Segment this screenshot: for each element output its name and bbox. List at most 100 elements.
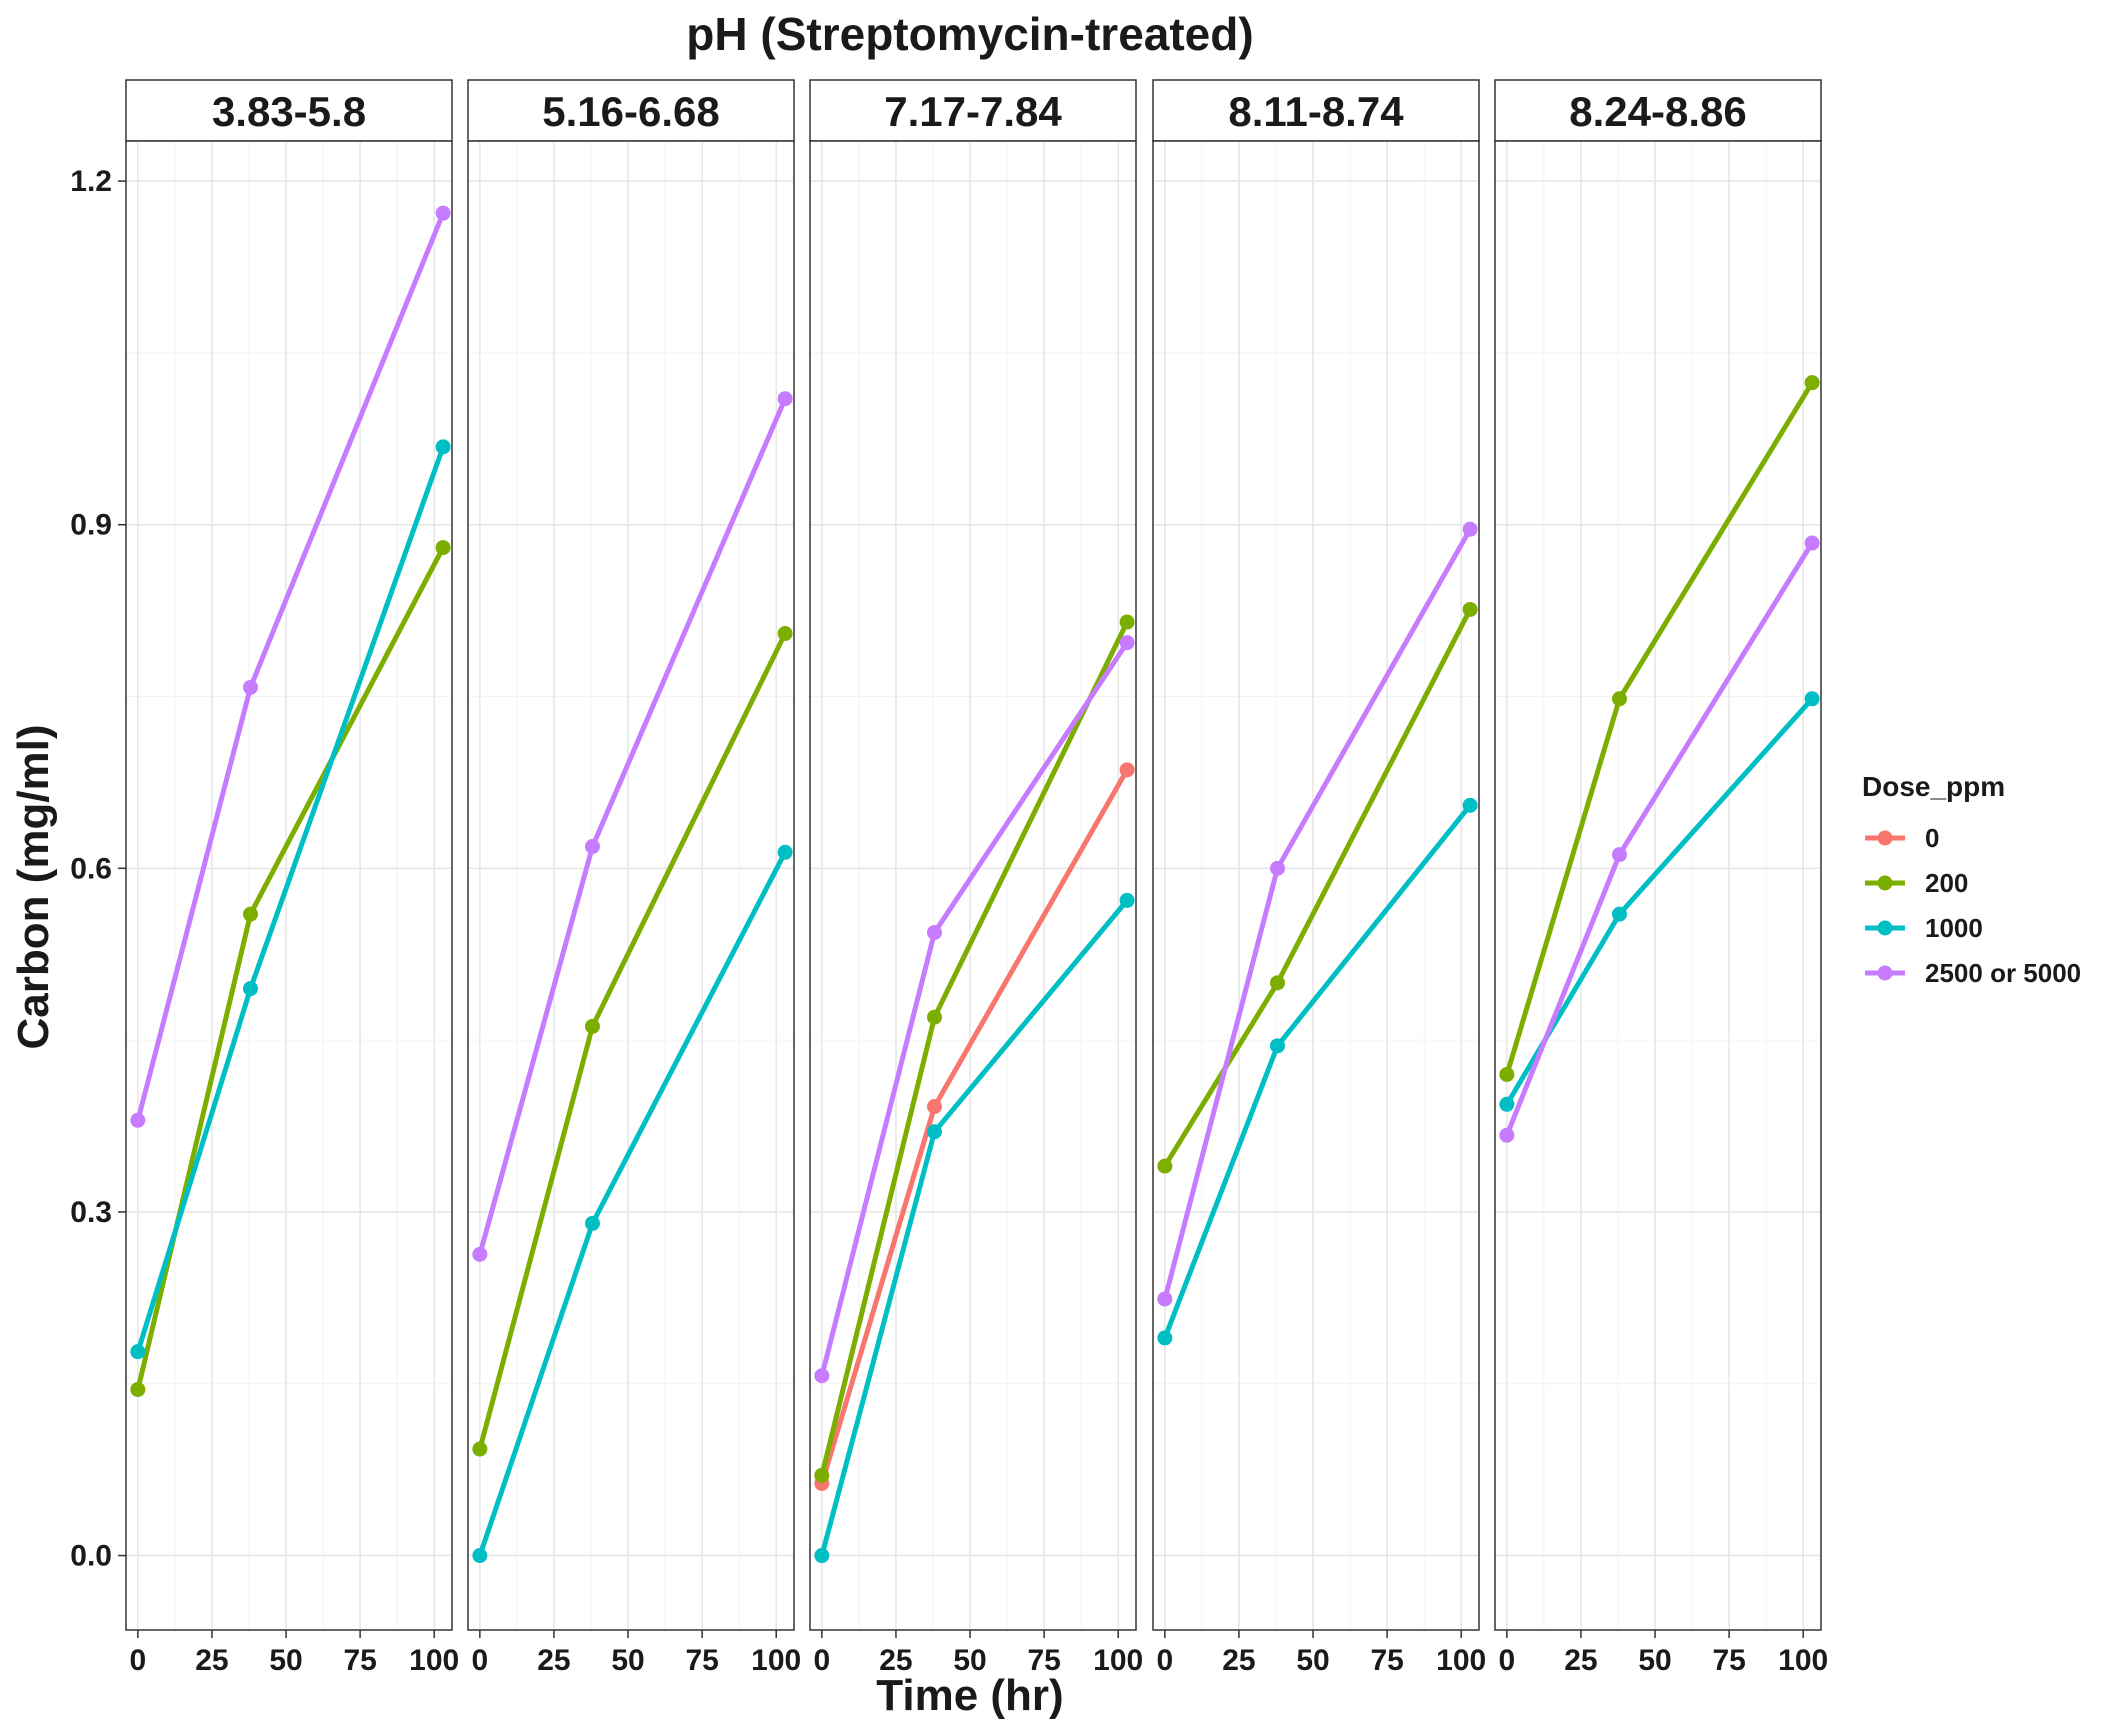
x-tick-label: 25 <box>1564 1644 1597 1677</box>
x-tick-label: 50 <box>269 1644 302 1677</box>
legend-item: 2500 or 5000 <box>1865 958 2081 988</box>
y-axis-title: Carbon (mg/ml) <box>9 724 58 1049</box>
y-tick-label: 0.3 <box>70 1196 112 1229</box>
data-point <box>472 1246 488 1262</box>
data-point <box>584 1215 600 1231</box>
data-point <box>242 906 258 922</box>
data-point <box>1269 975 1285 991</box>
panel-border <box>125 140 453 1631</box>
data-point <box>1804 535 1820 551</box>
y-axis: 0.0 0.3 0.6 0.9 1.2 <box>70 165 126 1573</box>
data-point <box>777 626 793 642</box>
data-point <box>130 1112 146 1128</box>
data-point <box>242 981 258 997</box>
legend-key-point <box>1877 875 1893 891</box>
legend: Dose_ppm 0 200 1000 2500 or 5000 <box>1862 771 2081 988</box>
data-point <box>1119 635 1135 651</box>
legend-key-point <box>1877 920 1893 936</box>
legend-label: 200 <box>1925 868 1968 898</box>
facet-strip-label: 7.17-7.84 <box>884 88 1062 135</box>
facet-panel-4: 8.11-8.74 0 25 50 75 100 <box>1152 79 1486 1677</box>
data-point <box>584 1018 600 1034</box>
data-point <box>242 679 258 695</box>
data-point <box>1611 906 1627 922</box>
x-tick-label: 100 <box>1436 1644 1486 1677</box>
data-point <box>1157 1291 1173 1307</box>
legend-title: Dose_ppm <box>1862 771 2005 802</box>
data-point <box>1462 601 1478 617</box>
data-point <box>435 205 451 221</box>
data-point <box>1462 521 1478 537</box>
x-tick-label: 100 <box>1778 1644 1828 1677</box>
data-point <box>814 1548 830 1564</box>
x-tick-label: 0 <box>130 1644 147 1677</box>
data-point <box>472 1441 488 1457</box>
panel-border <box>809 140 1137 1631</box>
y-tick-label: 1.2 <box>70 165 112 198</box>
data-point <box>926 1124 942 1140</box>
data-point <box>435 540 451 556</box>
data-point <box>1804 691 1820 707</box>
x-tick-label: 75 <box>685 1644 718 1677</box>
data-point <box>1269 1038 1285 1054</box>
facet-strip-label: 8.11-8.74 <box>1228 88 1404 135</box>
data-point <box>1157 1330 1173 1346</box>
data-point <box>926 1099 942 1115</box>
data-point <box>1269 860 1285 876</box>
data-point <box>1119 892 1135 908</box>
y-tick-label: 0.9 <box>70 509 112 542</box>
facet-panel-3: 7.17-7.84 0 25 50 75 100 <box>809 79 1143 1677</box>
legend-item: 0 <box>1865 823 1939 853</box>
data-point <box>1119 762 1135 778</box>
x-tick-label: 100 <box>409 1644 459 1677</box>
x-tick-label: 0 <box>472 1644 489 1677</box>
data-point <box>472 1548 488 1564</box>
data-point <box>926 1009 942 1025</box>
facet-strip-label: 8.24-8.86 <box>1569 88 1746 135</box>
y-tick-label: 0.6 <box>70 852 112 885</box>
data-point <box>584 839 600 855</box>
facet-strip <box>125 79 453 142</box>
x-tick-label: 50 <box>1638 1644 1671 1677</box>
data-point <box>1499 1096 1515 1112</box>
panel-border <box>1152 140 1480 1631</box>
data-point <box>1157 1158 1173 1174</box>
data-point <box>1462 797 1478 813</box>
panel-border <box>467 140 795 1631</box>
x-tick-label: 25 <box>537 1644 570 1677</box>
legend-label: 1000 <box>1925 913 1983 943</box>
facet-strip-label: 5.16-6.68 <box>542 88 719 135</box>
x-tick-label: 50 <box>611 1644 644 1677</box>
x-tick-label: 0 <box>814 1644 831 1677</box>
data-point <box>130 1381 146 1397</box>
x-tick-label: 0 <box>1499 1644 1516 1677</box>
x-tick-label: 75 <box>1027 1644 1060 1677</box>
x-tick-label: 75 <box>343 1644 376 1677</box>
x-tick-label: 25 <box>879 1644 912 1677</box>
data-point <box>1499 1066 1515 1082</box>
x-tick-label: 0 <box>1157 1644 1174 1677</box>
x-tick-label: 100 <box>751 1644 801 1677</box>
facet-strip <box>1494 79 1822 142</box>
data-point <box>814 1368 830 1384</box>
facet-panel-5: 8.24-8.86 0 25 50 75 100 <box>1494 79 1828 1677</box>
y-tick-label: 0.0 <box>70 1540 112 1573</box>
data-point <box>1611 691 1627 707</box>
panel-border <box>1494 140 1822 1631</box>
data-point <box>1611 847 1627 863</box>
data-point <box>1499 1127 1515 1143</box>
facet-strip-label: 3.83-5.8 <box>212 88 366 135</box>
facet-strip <box>1152 79 1480 142</box>
facet-panel-2: 5.16-6.68 0 25 50 75 100 <box>467 79 801 1677</box>
legend-label: 2500 or 5000 <box>1925 958 2081 988</box>
data-point <box>926 924 942 940</box>
x-tick-label: 25 <box>1222 1644 1255 1677</box>
data-point <box>130 1344 146 1360</box>
legend-label: 0 <box>1925 823 1939 853</box>
data-point <box>777 391 793 407</box>
x-tick-label: 50 <box>1296 1644 1329 1677</box>
data-point <box>777 844 793 860</box>
x-tick-label: 100 <box>1093 1644 1143 1677</box>
x-tick-label: 25 <box>195 1644 228 1677</box>
facet-panels: 3.83-5.8 0 25 50 75 100 5.16-6.68 0 25 50 75 100 7.1… <box>125 79 1828 1677</box>
